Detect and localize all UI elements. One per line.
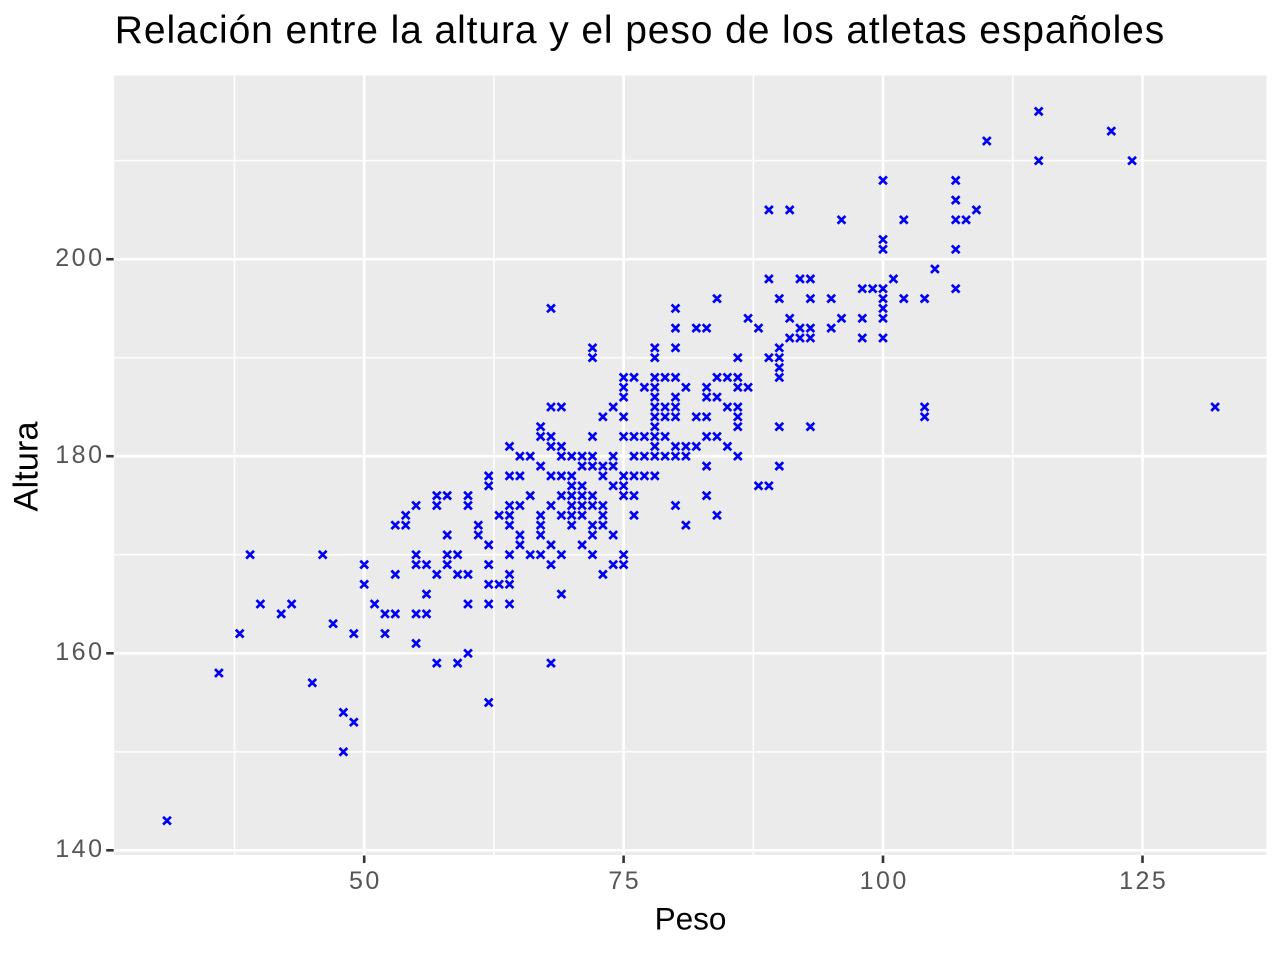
svg-text:200: 200 <box>55 244 104 272</box>
svg-text:Relación entre la altura y el: Relación entre la altura y el peso de lo… <box>115 9 1165 52</box>
svg-text:75: 75 <box>608 867 641 895</box>
svg-text:Peso: Peso <box>655 901 727 937</box>
svg-text:140: 140 <box>55 835 104 863</box>
svg-text:100: 100 <box>860 867 909 895</box>
svg-text:160: 160 <box>55 638 104 666</box>
svg-text:50: 50 <box>349 867 382 895</box>
svg-text:125: 125 <box>1119 867 1168 895</box>
svg-text:Altura: Altura <box>8 421 46 512</box>
svg-text:180: 180 <box>55 441 104 469</box>
